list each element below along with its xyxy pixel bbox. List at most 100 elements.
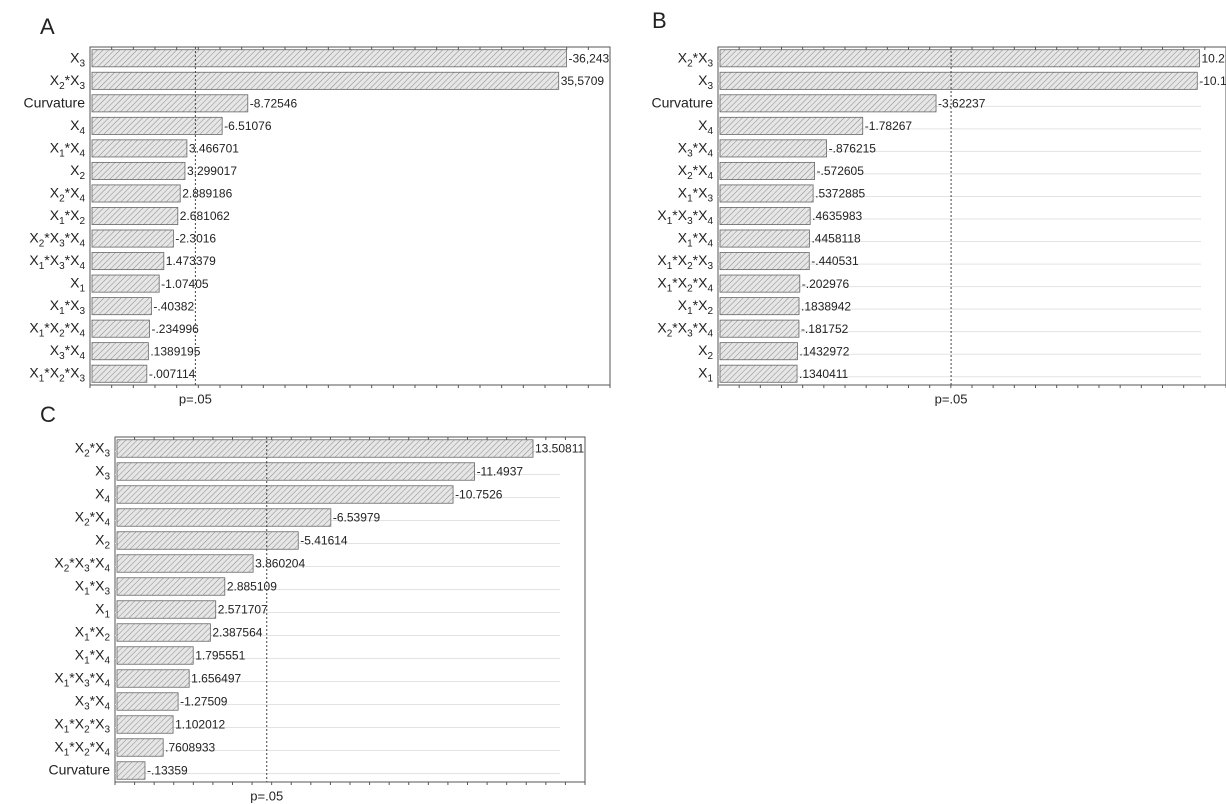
panel-title: A xyxy=(40,14,55,39)
category-label: X1*X3*X4 xyxy=(54,669,110,689)
bar xyxy=(91,274,160,293)
value-label: 3.466701 xyxy=(189,142,239,156)
value-label: 10.23449 xyxy=(1201,51,1226,65)
bar xyxy=(91,229,174,248)
bar xyxy=(116,738,164,757)
category-label: X1*X3 xyxy=(75,577,111,597)
bar xyxy=(91,207,179,225)
value-label: -3.62237 xyxy=(938,97,986,111)
value-label: .5372885 xyxy=(815,187,865,201)
bar xyxy=(719,94,937,113)
category-label: X1 xyxy=(70,274,85,294)
bar xyxy=(116,554,254,573)
bar xyxy=(91,161,186,180)
category-label: X2*X3*X4 xyxy=(54,554,110,574)
bar xyxy=(719,342,798,361)
bar xyxy=(719,184,814,203)
value-label: 1.473379 xyxy=(166,254,216,268)
value-label: -10.1791 xyxy=(1199,74,1226,88)
bar xyxy=(116,646,194,665)
category-label: X2 xyxy=(698,342,713,362)
bar xyxy=(719,319,800,338)
bar xyxy=(116,600,217,619)
value-label: -1.27509 xyxy=(180,695,228,709)
category-label: Curvature xyxy=(48,761,110,777)
value-label: .1838942 xyxy=(801,299,851,313)
value-label: -1.78267 xyxy=(865,119,913,133)
value-label: 2.885109 xyxy=(227,580,277,594)
bar xyxy=(91,364,148,383)
bar xyxy=(116,692,179,711)
value-label: -10.7526 xyxy=(455,488,503,502)
value-label: -.40382 xyxy=(153,299,194,313)
bar xyxy=(116,485,454,504)
value-label: -.13359 xyxy=(147,764,188,778)
category-label: X2*X3*X4 xyxy=(29,229,85,249)
value-label: -.440531 xyxy=(811,254,859,268)
value-label: .1389195 xyxy=(150,344,200,358)
category-label: X1*X4 xyxy=(50,139,86,159)
category-label: X1 xyxy=(95,600,110,620)
value-label: -6.51076 xyxy=(224,119,272,133)
category-label: X2*X3 xyxy=(678,49,714,69)
value-label: 2.387564 xyxy=(212,626,262,640)
bar xyxy=(116,439,534,458)
bar xyxy=(91,71,560,90)
category-label: X2*X4 xyxy=(50,184,86,204)
category-label: X1*X2*X3 xyxy=(54,715,110,735)
bar xyxy=(719,364,798,383)
bar xyxy=(116,462,475,481)
value-label: 2.571707 xyxy=(218,603,268,617)
panel-title: B xyxy=(652,8,667,33)
bar xyxy=(91,139,188,158)
category-label: X1*X2*X3 xyxy=(29,364,85,384)
category-label: X3 xyxy=(70,49,85,69)
value-label: -.202976 xyxy=(802,277,850,291)
category-label: X4 xyxy=(698,117,713,137)
bar xyxy=(91,94,249,113)
bar xyxy=(116,761,146,780)
value-label: -11.4937 xyxy=(477,465,524,479)
value-label: -.572605 xyxy=(817,164,865,178)
category-label: X1*X2*X4 xyxy=(54,738,110,758)
category-label: X1*X4 xyxy=(75,646,111,666)
bar xyxy=(91,297,152,316)
value-label: .4635983 xyxy=(812,209,862,223)
value-label: 35,5709 xyxy=(561,74,605,88)
category-label: X1*X2*X4 xyxy=(657,274,713,294)
category-label: X1*X2 xyxy=(678,297,714,317)
category-label: X1*X3 xyxy=(50,297,86,317)
category-label: X2 xyxy=(70,162,85,182)
category-label: X1*X3 xyxy=(678,184,714,204)
category-label: X1*X3*X4 xyxy=(657,207,713,227)
panel-title: C xyxy=(40,402,56,427)
value-label: .7608933 xyxy=(165,741,215,755)
value-label: -.007114 xyxy=(149,367,196,381)
value-label: 3.860204 xyxy=(255,557,305,571)
value-label: 1.656497 xyxy=(191,672,241,686)
category-label: X2*X3*X4 xyxy=(657,319,713,339)
bar xyxy=(719,71,1198,90)
value-label: -6.53979 xyxy=(333,511,381,525)
reference-label: p=.05 xyxy=(935,391,968,406)
category-label: X2*X3 xyxy=(50,72,86,92)
bar xyxy=(116,577,226,596)
bar xyxy=(116,508,332,527)
bar xyxy=(116,623,211,642)
category-label: X1*X4 xyxy=(678,229,714,249)
value-label: -1.07405 xyxy=(161,277,209,291)
bar xyxy=(719,49,1200,68)
bar xyxy=(719,297,800,316)
value-label: -2.3016 xyxy=(175,232,216,246)
bar xyxy=(91,184,181,203)
value-label: -5.41614 xyxy=(300,534,348,548)
value-label: 3.299017 xyxy=(187,164,237,178)
bar xyxy=(719,252,810,271)
value-label: -.876215 xyxy=(829,142,877,156)
value-label: 13.50811 xyxy=(535,442,584,456)
bar xyxy=(91,116,223,135)
value-label: 1.795551 xyxy=(195,649,245,663)
bar xyxy=(91,319,150,338)
category-label: Curvature xyxy=(651,94,713,110)
bar xyxy=(719,161,815,180)
